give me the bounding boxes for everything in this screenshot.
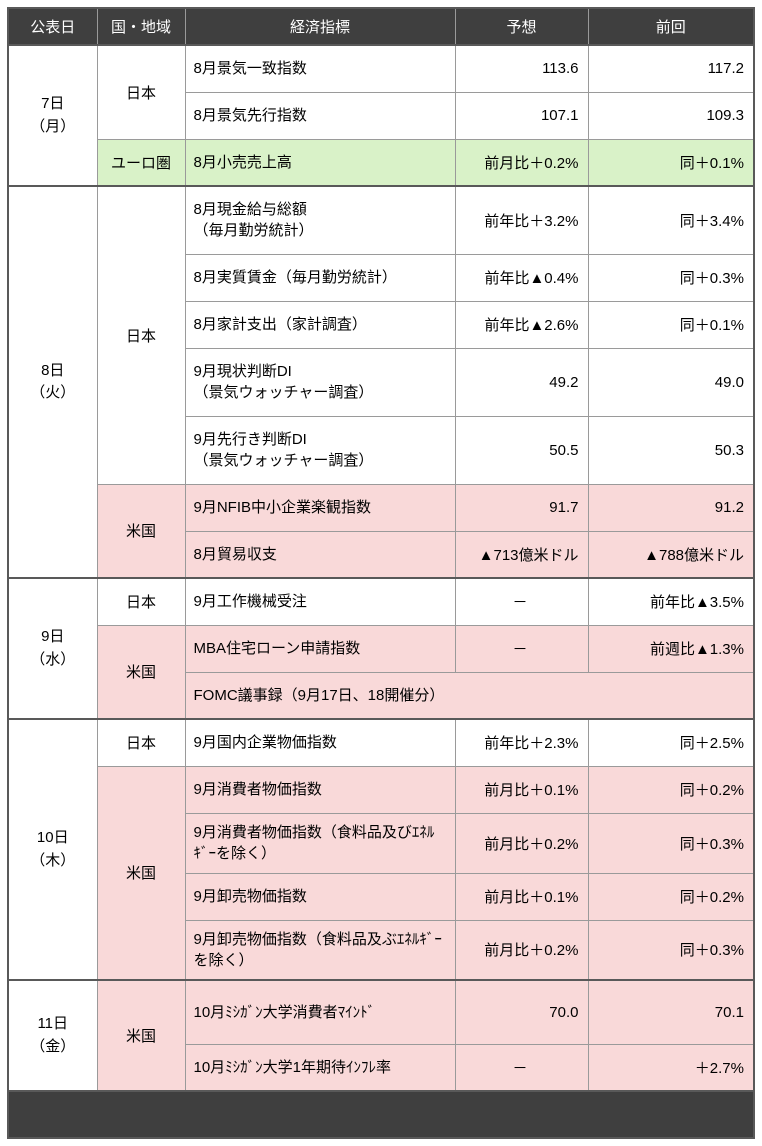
- previous-cell: 49.0: [587, 347, 755, 417]
- previous-cell: 同＋0.3%: [587, 253, 755, 302]
- indicator-cell: 9月工作機械受注: [184, 577, 456, 626]
- header-cell-date: 公表日: [7, 7, 98, 46]
- region-cell: 日本: [96, 185, 186, 485]
- economic-calendar-table: 公表日 国・地域 経済指標 予想 前回 7日 （月） 日本 8月景気一致指数 1…: [7, 7, 755, 1139]
- region-cell: ユーロ圏: [96, 138, 186, 187]
- date-cell: 11日 （金）: [7, 979, 98, 1092]
- forecast-cell: 前年比＋2.3%: [454, 718, 589, 767]
- previous-cell: 前週比▲1.3%: [587, 624, 755, 673]
- previous-cell: 70.1: [587, 979, 755, 1045]
- date-cell: 9日 （水）: [7, 577, 98, 720]
- region-cell: 米国: [96, 483, 186, 579]
- region-cell: 日本: [96, 577, 186, 626]
- indicator-cell: 9月卸売物価指数: [184, 872, 456, 921]
- indicator-cell: 8月現金給与総額 （毎月勤労統計）: [184, 185, 456, 255]
- indicator-cell: 8月景気一致指数: [184, 44, 456, 93]
- table-row: 米国 9月NFIB中小企業楽観指数 91.7 91.2: [8, 483, 755, 579]
- previous-cell: 50.3: [587, 415, 755, 485]
- forecast-cell: 50.5: [454, 415, 589, 485]
- header-cell-indicator: 経済指標: [184, 7, 456, 46]
- table-row: 8月景気先行指数 107.1 109.3: [8, 91, 755, 140]
- indicator-cell: 10月ﾐｼｶﾞﾝ大学消費者ﾏｲﾝﾄﾞ: [184, 979, 456, 1045]
- indicator-cell: MBA住宅ローン申請指数: [184, 624, 456, 673]
- forecast-cell: 前月比＋0.2%: [454, 138, 589, 187]
- forecast-cell: －: [454, 624, 589, 673]
- indicator-cell: 8月貿易収支: [184, 530, 456, 579]
- indicator-cell: FOMC議事録（9月17日、18開催分）: [184, 671, 755, 720]
- previous-cell: 91.2: [587, 483, 755, 532]
- table-footer-bar: [7, 1090, 755, 1139]
- table-row: 9月卸売物価指数 前月比＋0.1% 同＋0.2%: [8, 872, 755, 921]
- indicator-cell: 9月消費者物価指数（食料品及びｴﾈﾙｷﾞｰを除く）: [184, 812, 456, 874]
- region-cell: 日本: [96, 718, 186, 767]
- date-cell: 8日 （火）: [7, 185, 98, 579]
- indicator-cell: 10月ﾐｼｶﾞﾝ大学1年期待ｲﾝﾌﾚ率: [184, 1043, 456, 1092]
- forecast-cell: 前月比＋0.1%: [454, 872, 589, 921]
- indicator-cell: 8月景気先行指数: [184, 91, 456, 140]
- forecast-cell: 前年比＋3.2%: [454, 185, 589, 255]
- indicator-cell: 8月実質賃金（毎月勤労統計）: [184, 253, 456, 302]
- table-row: 11日 （金） 米国 10月ﾐｼｶﾞﾝ大学消費者ﾏｲﾝﾄﾞ 70.0 70.1: [7, 979, 755, 1092]
- forecast-cell: 113.6: [454, 44, 589, 93]
- previous-cell: 前年比▲3.5%: [587, 577, 755, 626]
- table-row: 9月消費者物価指数（食料品及びｴﾈﾙｷﾞｰを除く） 前月比＋0.2% 同＋0.3…: [8, 812, 755, 874]
- previous-cell: 同＋0.1%: [587, 138, 755, 187]
- forecast-cell: 前年比▲0.4%: [454, 253, 589, 302]
- region-cell: 米国: [96, 624, 186, 720]
- previous-cell: 同＋0.1%: [587, 300, 755, 349]
- previous-cell: 同＋0.3%: [587, 812, 755, 874]
- previous-cell: 同＋3.4%: [587, 185, 755, 255]
- header-cell-previous: 前回: [587, 7, 755, 46]
- previous-cell: 同＋0.2%: [587, 765, 755, 814]
- previous-cell: ＋2.7%: [587, 1043, 755, 1092]
- header-row: 公表日 国・地域 経済指標 予想 前回: [7, 7, 755, 46]
- previous-cell: 同＋0.2%: [587, 872, 755, 921]
- forecast-cell: ▲713億米ドル: [454, 530, 589, 579]
- indicator-cell: 9月国内企業物価指数: [184, 718, 456, 767]
- previous-cell: 117.2: [587, 44, 755, 93]
- forecast-cell: 91.7: [454, 483, 589, 532]
- forecast-cell: 70.0: [454, 979, 589, 1045]
- table-row: ユーロ圏 8月小売売上高 前月比＋0.2% 同＋0.1%: [8, 138, 755, 187]
- indicator-cell: 9月消費者物価指数: [184, 765, 456, 814]
- region-cell: 米国: [96, 765, 186, 981]
- indicator-cell: 9月先行き判断DI （景気ウォッチャー調査）: [184, 415, 456, 485]
- region-cell: 日本: [96, 44, 186, 140]
- forecast-cell: 前月比＋0.2%: [454, 812, 589, 874]
- indicator-cell: 8月家計支出（家計調査）: [184, 300, 456, 349]
- table-row: 7日 （月） 日本 8月景気一致指数 113.6 117.2: [7, 44, 755, 187]
- table-row: 9月現状判断DI （景気ウォッチャー調査） 49.2 49.0: [8, 347, 755, 417]
- date-cell: 10日 （木）: [7, 718, 98, 981]
- previous-cell: 同＋2.5%: [587, 718, 755, 767]
- table-row: 8日 （火） 日本 8月現金給与総額 （毎月勤労統計） 前年比＋3.2% 同＋3…: [7, 185, 755, 579]
- header-cell-forecast: 予想: [454, 7, 589, 46]
- table-row: 8月実質賃金（毎月勤労統計） 前年比▲0.4% 同＋0.3%: [8, 253, 755, 302]
- forecast-cell: 前月比＋0.2%: [454, 919, 589, 981]
- forecast-cell: 前月比＋0.1%: [454, 765, 589, 814]
- date-cell: 7日 （月）: [7, 44, 98, 187]
- forecast-cell: －: [454, 1043, 589, 1092]
- previous-cell: ▲788億米ドル: [587, 530, 755, 579]
- table-row: 9月先行き判断DI （景気ウォッチャー調査） 50.5 50.3: [8, 415, 755, 485]
- indicator-cell: 8月小売売上高: [184, 138, 456, 187]
- indicator-cell: 9月現状判断DI （景気ウォッチャー調査）: [184, 347, 456, 417]
- region-cell: 米国: [96, 979, 186, 1092]
- table-row: 9日 （水） 日本 9月工作機械受注 － 前年比▲3.5%: [7, 577, 755, 720]
- forecast-cell: －: [454, 577, 589, 626]
- forecast-cell: 107.1: [454, 91, 589, 140]
- table-row: 8月家計支出（家計調査） 前年比▲2.6% 同＋0.1%: [8, 300, 755, 349]
- previous-cell: 109.3: [587, 91, 755, 140]
- table-row: 10月ﾐｼｶﾞﾝ大学1年期待ｲﾝﾌﾚ率 － ＋2.7%: [8, 1043, 755, 1092]
- indicator-cell: 9月卸売物価指数（食料品及ぶｴﾈﾙｷﾞｰを除く）: [184, 919, 456, 981]
- forecast-cell: 前年比▲2.6%: [454, 300, 589, 349]
- header-cell-region: 国・地域: [96, 7, 186, 46]
- table-row: [7, 1090, 755, 1139]
- table-row: 10日 （木） 日本 9月国内企業物価指数 前年比＋2.3% 同＋2.5%: [7, 718, 755, 981]
- forecast-cell: 49.2: [454, 347, 589, 417]
- table-row: 米国 9月消費者物価指数 前月比＋0.1% 同＋0.2%: [8, 765, 755, 981]
- indicator-cell: 9月NFIB中小企業楽観指数: [184, 483, 456, 532]
- table-row: 米国 MBA住宅ローン申請指数 － 前週比▲1.3%: [8, 624, 755, 720]
- table-row: 9月卸売物価指数（食料品及ぶｴﾈﾙｷﾞｰを除く） 前月比＋0.2% 同＋0.3%: [8, 919, 755, 981]
- previous-cell: 同＋0.3%: [587, 919, 755, 981]
